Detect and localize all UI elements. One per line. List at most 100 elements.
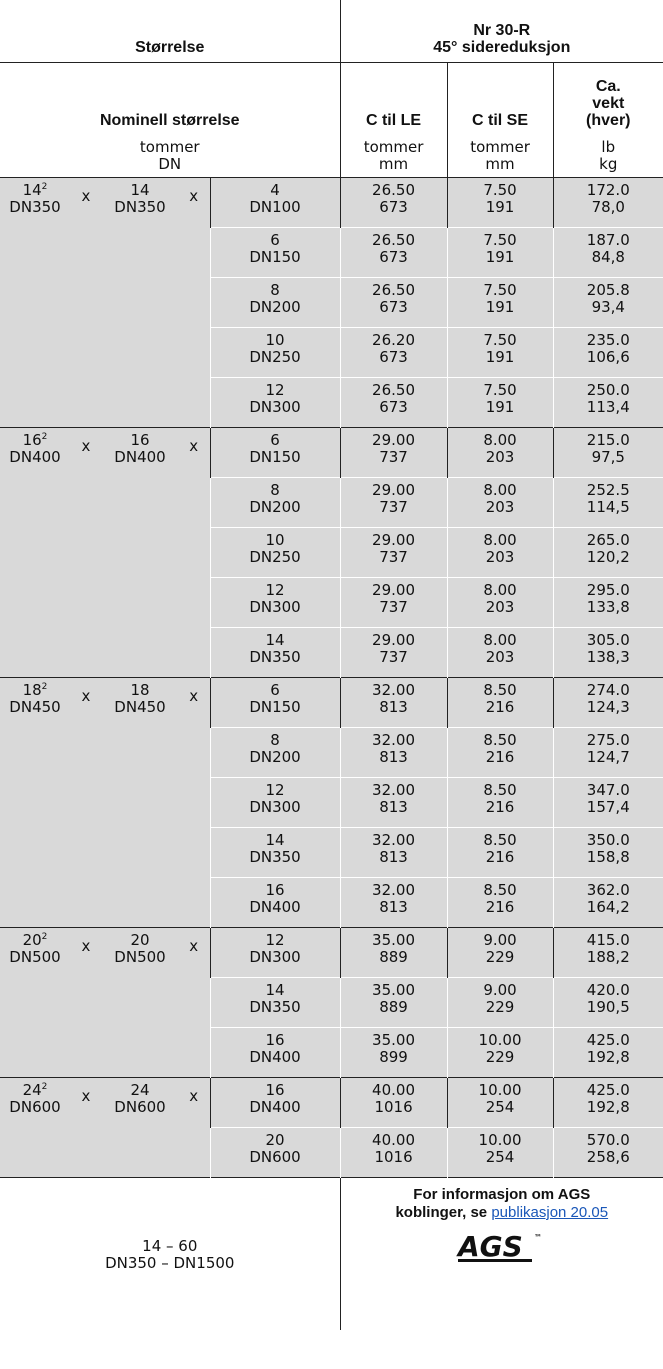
c-to-le-value: 26.50 673 bbox=[339, 277, 448, 328]
table-row: 12 DN300 26.50 673 7.50 191 250.0 113,4 bbox=[0, 377, 663, 428]
branch-size: 16 DN400 bbox=[209, 1077, 341, 1128]
c-to-le-value: 26.50 673 bbox=[339, 177, 448, 228]
coupling-info: For informasjon om AGS koblinger, se pub… bbox=[340, 1177, 663, 1330]
weight-value: 252.5 114,5 bbox=[552, 477, 663, 528]
c-to-le-value: 40.00 1016 bbox=[339, 1077, 448, 1128]
c-to-le-value: 26.50 673 bbox=[339, 227, 448, 278]
branch-size: 10 DN250 bbox=[209, 327, 341, 378]
ags-logo: AGS ™ bbox=[454, 1230, 550, 1269]
multiplier-sign: x bbox=[70, 177, 102, 428]
multiplier-sign: x bbox=[70, 427, 102, 678]
table-row: 8 DN200 29.00 737 8.00 203 252.5 114,5 bbox=[0, 477, 663, 528]
weight-value: 250.0 113,4 bbox=[552, 377, 663, 428]
c-to-se-value: 7.50 191 bbox=[446, 327, 554, 378]
size-table: Størrelse Nr 30-R 45° sidereduksjon Nomi… bbox=[0, 0, 663, 1330]
c-to-le-value: 32.00 813 bbox=[339, 827, 448, 878]
weight-value: 305.0 138,3 bbox=[552, 627, 663, 678]
multiplier-sign: x bbox=[70, 677, 102, 928]
c-to-se-value: 7.50 191 bbox=[446, 377, 554, 428]
c-to-se-value: 8.50 216 bbox=[446, 827, 554, 878]
c-to-le-value: 26.20 673 bbox=[339, 327, 448, 378]
c-to-se-value: 9.00 229 bbox=[446, 977, 554, 1028]
c-to-le-value: 35.00 889 bbox=[339, 927, 448, 978]
table-row: 242 DN600 x 24 DN600 x 16 DN400 40.00 1016 10.00 25… bbox=[0, 1077, 663, 1178]
main-size-2: 16 DN400 bbox=[102, 427, 178, 678]
c-to-se-value: 8.00 203 bbox=[446, 427, 554, 478]
branch-size: 20 DN600 bbox=[209, 1127, 341, 1178]
multiplier-sign: x bbox=[178, 677, 210, 928]
weight-value: 215.0 97,5 bbox=[552, 427, 663, 478]
c-to-le-value: 35.00 899 bbox=[339, 1027, 448, 1078]
table-row: 14 DN350 35.00 889 9.00 229 420.0 190,5 bbox=[0, 977, 663, 1028]
table-row: 8 DN200 26.50 673 7.50 191 205.8 93,4 bbox=[0, 277, 663, 328]
size-header: Størrelse bbox=[0, 0, 341, 63]
table-row: 162 DN400 x 16 DN400 x 6 DN150 29.00 737 8.00 203 21… bbox=[0, 427, 663, 678]
weight-header: Ca. vekt (hver) lb kg bbox=[552, 62, 663, 178]
multiplier-sign: x bbox=[178, 427, 210, 678]
c-to-le-value: 29.00 737 bbox=[339, 527, 448, 578]
main-size-1: 162 DN400 bbox=[0, 427, 70, 678]
weight-value: 362.0 164,2 bbox=[552, 877, 663, 928]
branch-size: 14 DN350 bbox=[209, 977, 341, 1028]
table-row: 182 DN450 x 18 DN450 x 6 DN150 32.00 813 8.50 216 27… bbox=[0, 677, 663, 928]
weight-value: 265.0 120,2 bbox=[552, 527, 663, 578]
table-row: 10 DN250 26.20 673 7.50 191 235.0 106,6 bbox=[0, 327, 663, 378]
c-to-se-value: 8.50 216 bbox=[446, 777, 554, 828]
branch-size: 8 DN200 bbox=[209, 277, 341, 328]
c-to-le-value: 29.00 737 bbox=[339, 577, 448, 628]
table-row: 16 DN400 32.00 813 8.50 216 362.0 164,2 bbox=[0, 877, 663, 928]
main-size-1: 202 DN500 bbox=[0, 927, 70, 1078]
branch-size: 4 DN100 bbox=[209, 177, 341, 228]
multiplier-sign: x bbox=[178, 1077, 210, 1178]
branch-size: 12 DN300 bbox=[209, 927, 341, 978]
main-size-2: 24 DN600 bbox=[102, 1077, 178, 1178]
table-row: 10 DN250 29.00 737 8.00 203 265.0 120,2 bbox=[0, 527, 663, 578]
c-to-le-value: 40.00 1016 bbox=[339, 1127, 448, 1178]
c-to-se-value: 7.50 191 bbox=[446, 177, 554, 228]
weight-value: 275.0 124,7 bbox=[552, 727, 663, 778]
table-row: 142 DN350 x 14 DN350 x 4 DN100 26.50 673 7.50 191 17… bbox=[0, 177, 663, 428]
coupling-range: 14 – 60 DN350 – DN1500 bbox=[0, 1177, 341, 1330]
multiplier-sign: x bbox=[178, 927, 210, 1078]
multiplier-sign: x bbox=[70, 1077, 102, 1178]
weight-value: 235.0 106,6 bbox=[552, 327, 663, 378]
c-to-le-header: C til LE tommer mm bbox=[340, 62, 448, 178]
branch-size: 8 DN200 bbox=[209, 727, 341, 778]
c-to-se-value: 8.50 216 bbox=[446, 727, 554, 778]
main-size-1: 142 DN350 bbox=[0, 177, 70, 428]
branch-size: 6 DN150 bbox=[209, 227, 341, 278]
c-to-se-value: 8.50 216 bbox=[446, 677, 554, 728]
branch-size: 12 DN300 bbox=[209, 777, 341, 828]
weight-value: 415.0 188,2 bbox=[552, 927, 663, 978]
branch-size: 14 DN350 bbox=[209, 827, 341, 878]
table-row: 8 DN200 32.00 813 8.50 216 275.0 124,7 bbox=[0, 727, 663, 778]
table-row: 6 DN150 26.50 673 7.50 191 187.0 84,8 bbox=[0, 227, 663, 278]
weight-value: 425.0 192,8 bbox=[552, 1077, 663, 1128]
main-size-2: 18 DN450 bbox=[102, 677, 178, 928]
c-to-se-value: 10.00 254 bbox=[446, 1127, 554, 1178]
branch-size: 6 DN150 bbox=[209, 427, 341, 478]
c-to-se-value: 8.00 203 bbox=[446, 577, 554, 628]
weight-value: 350.0 158,8 bbox=[552, 827, 663, 878]
weight-value: 425.0 192,8 bbox=[552, 1027, 663, 1078]
product-header: Nr 30-R 45° sidereduksjon bbox=[340, 0, 663, 63]
table-row: 14 DN350 32.00 813 8.50 216 350.0 158,8 bbox=[0, 827, 663, 878]
publication-link[interactable]: publikasjon 20.05 bbox=[491, 1204, 609, 1221]
c-to-se-value: 10.00 254 bbox=[446, 1077, 554, 1128]
branch-size: 12 DN300 bbox=[209, 377, 341, 428]
weight-value: 205.8 93,4 bbox=[552, 277, 663, 328]
svg-text:™: ™ bbox=[534, 1233, 542, 1242]
weight-value: 295.0 133,8 bbox=[552, 577, 663, 628]
c-to-le-value: 29.00 737 bbox=[339, 477, 448, 528]
table-row: 202 DN500 x 20 DN500 x 12 DN300 35.00 889 9.00 229 4… bbox=[0, 927, 663, 1078]
weight-value: 570.0 258,6 bbox=[552, 1127, 663, 1178]
c-to-se-value: 7.50 191 bbox=[446, 277, 554, 328]
main-size-1: 182 DN450 bbox=[0, 677, 70, 928]
branch-size: 12 DN300 bbox=[209, 577, 341, 628]
branch-size: 16 DN400 bbox=[209, 877, 341, 928]
weight-value: 172.0 78,0 bbox=[552, 177, 663, 228]
multiplier-sign: x bbox=[70, 927, 102, 1078]
weight-value: 187.0 84,8 bbox=[552, 227, 663, 278]
weight-value: 274.0 124,3 bbox=[552, 677, 663, 728]
